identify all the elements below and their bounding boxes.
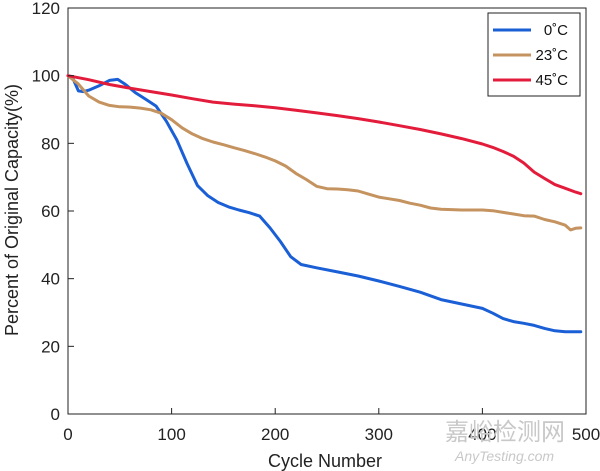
y-tick-label: 100 — [32, 67, 60, 86]
y-tick-label: 0 — [51, 405, 60, 424]
legend-label-0c: 0˚C — [544, 22, 568, 39]
y-tick-label: 20 — [41, 337, 60, 356]
legend: 0˚C 23˚C 45˚C — [487, 12, 581, 97]
x-tick-label: 0 — [63, 425, 72, 444]
series-line-1 — [66, 74, 583, 232]
x-tick-label: 400 — [468, 425, 496, 444]
y-tick-label: 60 — [41, 202, 60, 221]
y-tick-label: 40 — [41, 270, 60, 289]
series-layer — [66, 74, 583, 334]
watermark-brand-cn: 嘉峪检测网 — [445, 418, 565, 446]
series-line-2 — [66, 74, 583, 196]
x-tick-label: 300 — [365, 425, 393, 444]
watermark: 嘉峪检测网 AnyTesting.com — [445, 418, 565, 464]
x-tick-label: 200 — [261, 425, 289, 444]
y-tick-label: 80 — [41, 134, 60, 153]
y-tick-label: 120 — [32, 0, 60, 18]
legend-label-23c: 23˚C — [535, 47, 568, 64]
ticks-layer: 0 100 200 300 400 500 0 20 40 60 80 100 120 — [32, 0, 600, 444]
watermark-brand-en: AnyTesting.com — [454, 448, 554, 464]
x-tick-label: 100 — [157, 425, 185, 444]
series-line-0 — [66, 74, 583, 334]
legend-label-45c: 45˚C — [535, 72, 568, 89]
x-axis-title: Cycle Number — [268, 451, 382, 471]
y-axis-title: Percent of Original Capacity(%) — [2, 84, 22, 336]
x-tick-label: 500 — [572, 425, 600, 444]
